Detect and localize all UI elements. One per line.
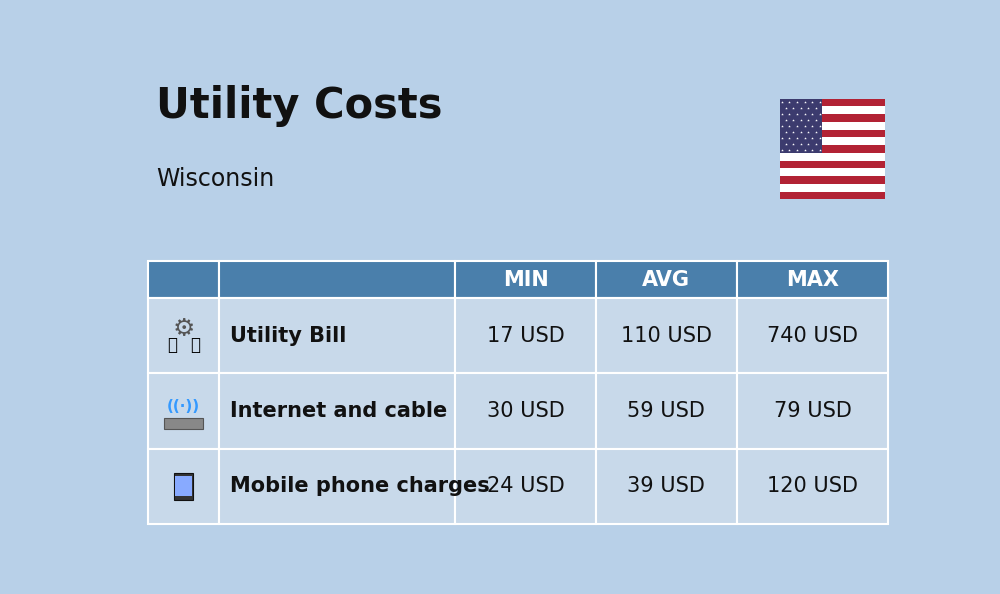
Bar — [148, 261, 219, 298]
Bar — [455, 298, 596, 373]
Bar — [148, 298, 219, 373]
Bar — [780, 160, 885, 168]
Bar — [780, 184, 885, 192]
Text: 💻: 💻 — [190, 336, 200, 354]
Text: 110 USD: 110 USD — [621, 326, 712, 346]
Bar — [780, 145, 885, 153]
Text: 740 USD: 740 USD — [767, 326, 858, 346]
Bar — [780, 137, 885, 145]
Bar — [780, 192, 885, 200]
Bar — [596, 298, 737, 373]
Text: 30 USD: 30 USD — [487, 401, 565, 421]
Bar — [596, 261, 737, 298]
Text: Wisconsin: Wisconsin — [156, 168, 274, 191]
Bar — [164, 418, 203, 429]
Bar — [780, 99, 885, 200]
Bar — [148, 448, 219, 524]
Text: MIN: MIN — [503, 270, 549, 289]
Bar — [780, 176, 885, 184]
Text: Mobile phone charges: Mobile phone charges — [230, 476, 490, 497]
Bar — [780, 168, 885, 176]
Bar — [148, 373, 219, 448]
Bar — [737, 448, 888, 524]
Bar — [596, 448, 737, 524]
Bar — [780, 106, 885, 114]
Bar — [219, 373, 455, 448]
Text: Utility Bill: Utility Bill — [230, 326, 347, 346]
Bar — [780, 99, 885, 106]
Bar — [780, 122, 885, 129]
Text: 24 USD: 24 USD — [487, 476, 565, 497]
Bar — [780, 153, 885, 160]
Bar — [737, 373, 888, 448]
Bar — [219, 448, 455, 524]
Bar — [455, 448, 596, 524]
Text: MAX: MAX — [786, 270, 839, 289]
Bar — [175, 476, 192, 497]
Bar — [737, 298, 888, 373]
Text: 17 USD: 17 USD — [487, 326, 565, 346]
Text: AVG: AVG — [642, 270, 690, 289]
Text: ⚙: ⚙ — [172, 317, 195, 341]
Bar — [219, 298, 455, 373]
Text: 120 USD: 120 USD — [767, 476, 858, 497]
Text: 79 USD: 79 USD — [774, 401, 851, 421]
Bar — [174, 473, 193, 500]
Text: 39 USD: 39 USD — [627, 476, 705, 497]
Bar — [780, 114, 885, 122]
Bar — [455, 373, 596, 448]
Text: 59 USD: 59 USD — [627, 401, 705, 421]
Text: Internet and cable: Internet and cable — [230, 401, 447, 421]
Bar — [780, 99, 822, 153]
Bar — [219, 261, 455, 298]
Text: ((·)): ((·)) — [167, 399, 200, 414]
Bar — [780, 129, 885, 137]
Text: 🔌: 🔌 — [167, 336, 177, 354]
Bar — [737, 261, 888, 298]
Bar — [455, 261, 596, 298]
Bar — [596, 373, 737, 448]
Text: Utility Costs: Utility Costs — [156, 85, 442, 127]
